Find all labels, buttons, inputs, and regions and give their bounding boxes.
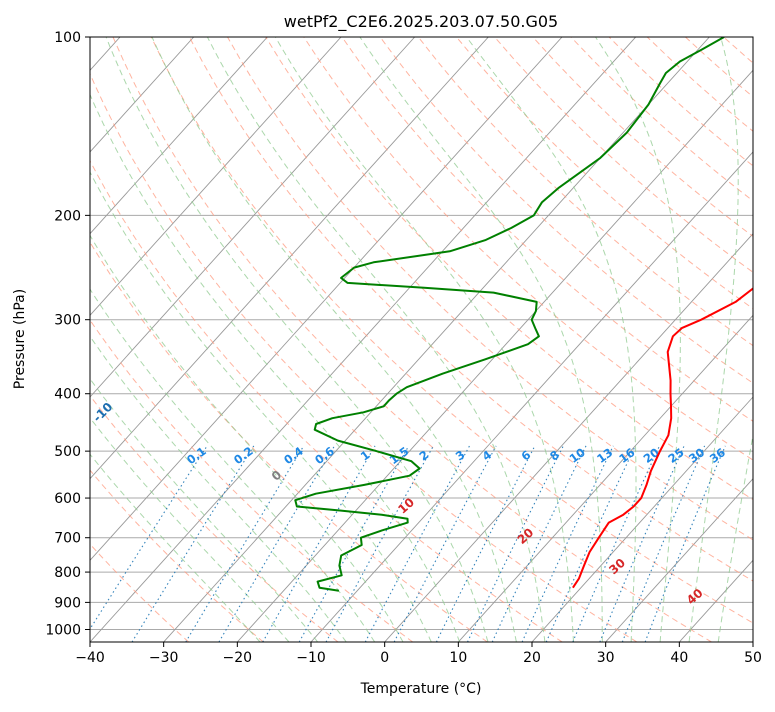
x-tick-label: 0 (380, 650, 389, 666)
y-axis-label: Pressure (hPa) (12, 289, 28, 389)
y-tick-label: 500 (54, 444, 81, 460)
x-tick-label: −10 (296, 650, 326, 666)
y-tick-label: 300 (54, 313, 81, 329)
y-tick-label: 100 (54, 30, 81, 46)
x-tick-label: −30 (149, 650, 179, 666)
x-tick-label: 10 (449, 650, 467, 666)
x-tick-label: 50 (744, 650, 762, 666)
x-tick-label: −40 (75, 650, 105, 666)
x-tick-label: −20 (223, 650, 253, 666)
x-tick-label: 30 (597, 650, 615, 666)
x-tick-label: 40 (670, 650, 688, 666)
chart-title: wetPf2_C2E6.2025.203.07.50.G05 (284, 12, 558, 32)
y-tick-label: 700 (54, 531, 81, 547)
y-tick-label: 200 (54, 208, 81, 224)
x-axis-label: Temperature (°C) (360, 681, 482, 697)
x-tick-label: 20 (523, 650, 541, 666)
y-tick-label: 400 (54, 387, 81, 403)
y-tick-label: 600 (54, 491, 81, 507)
y-tick-label: 800 (54, 565, 81, 581)
y-tick-label: 900 (54, 595, 81, 611)
y-tick-label: 1000 (45, 623, 81, 639)
